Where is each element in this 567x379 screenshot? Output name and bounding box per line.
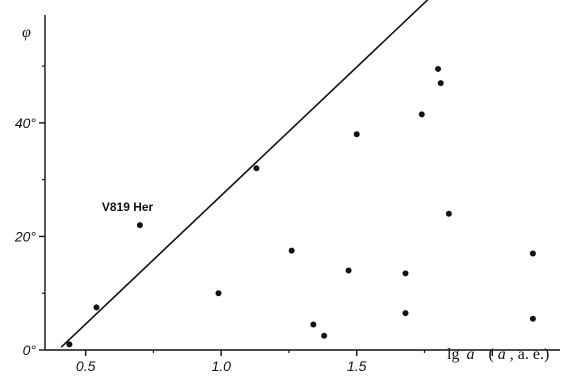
y-tick-label: 40°	[15, 115, 37, 131]
data-points	[66, 65, 536, 348]
data-point	[402, 310, 409, 317]
data-point	[435, 65, 442, 72]
data-point	[93, 304, 100, 311]
axis-tick-labels: 0° 20° 40° 0.5 1.0 1.5	[14, 115, 367, 374]
x-axis-label-unit-a: a	[498, 346, 506, 363]
axis-ticks	[39, 65, 493, 356]
x-tick-label: 0.5	[76, 358, 96, 374]
data-point	[445, 210, 452, 217]
data-point	[288, 247, 295, 254]
data-point	[353, 131, 360, 138]
x-tick-label: 1.0	[211, 358, 231, 374]
x-axis-label-a: a	[466, 346, 474, 363]
data-point	[136, 222, 143, 229]
y-axis-label: φ	[22, 24, 31, 41]
point-annotation: V819 Her	[102, 200, 154, 214]
data-point	[402, 270, 409, 277]
data-point	[418, 111, 425, 118]
x-tick-label: 1.5	[347, 358, 367, 374]
data-point	[529, 250, 536, 257]
x-axis-label-open-paren: (	[488, 346, 493, 363]
data-point	[529, 315, 536, 322]
boundary-line	[60, 0, 429, 348]
data-point	[321, 332, 328, 339]
x-axis-label-unit-rest: , a. e.)	[510, 346, 550, 363]
x-axis-label: lg a ( a , a. e.)	[447, 346, 549, 363]
data-point	[437, 80, 444, 87]
data-point	[66, 341, 73, 348]
data-point	[310, 321, 317, 328]
y-tick-label: 20°	[14, 228, 37, 244]
x-axis-label-lg: lg	[447, 346, 459, 363]
data-point	[345, 267, 352, 274]
annotations: V819 Her	[102, 200, 154, 214]
data-point	[253, 165, 260, 172]
y-tick-label: 0°	[23, 342, 37, 358]
data-point	[215, 290, 222, 297]
